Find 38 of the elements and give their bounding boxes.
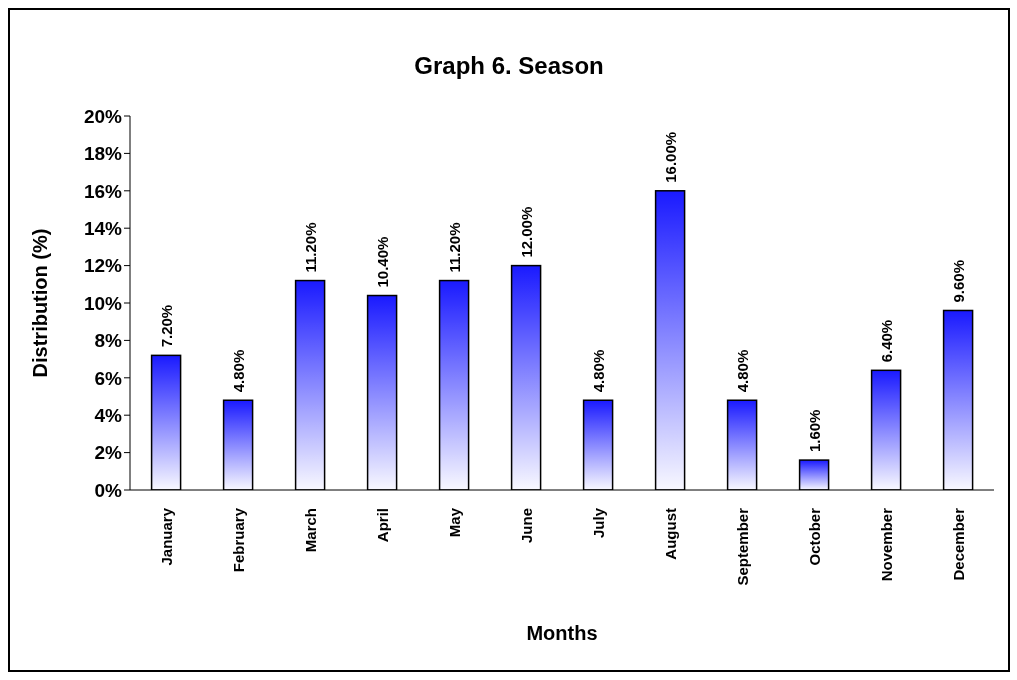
x-tick-label: October [805,507,823,566]
y-tick-label: 4% [94,404,123,426]
x-tick-label: November [877,507,895,582]
y-tick-label: 20% [83,105,123,127]
y-tick-label: 10% [83,292,123,314]
data-label: 6.40% [877,319,895,363]
y-tick-label: 16% [83,180,123,202]
x-tick-label: July [589,507,607,539]
data-label: 4.80% [589,349,607,393]
y-tick-label: 6% [94,367,123,389]
data-label: 10.40% [373,236,391,288]
x-axis-title: Months [526,622,598,644]
x-tick-label: September [733,507,751,586]
data-label: 4.80% [229,349,247,393]
data-label: 9.60% [949,259,967,303]
data-label: 12.00% [517,206,535,258]
y-tick-label: 18% [83,143,123,165]
y-axis-title: Distribution (%) [29,228,52,378]
x-tick-label: February [229,507,247,573]
data-label: 11.20% [301,222,319,273]
x-tick-label: May [445,507,463,538]
y-tick-label: 14% [83,217,123,239]
data-label: 4.80% [733,349,751,393]
y-tick-label: 2% [94,442,123,464]
data-label: 7.20% [157,304,175,348]
data-label: 11.20% [445,222,463,273]
data-label: 1.60% [805,409,823,453]
x-tick-label: January [157,507,175,566]
x-tick-label: March [301,508,319,553]
chart-title: Graph 6. Season [413,52,605,80]
y-tick-label: 8% [94,330,123,352]
x-tick-label: June [517,508,535,544]
y-tick-label: 12% [83,255,123,277]
x-tick-label: April [373,508,391,543]
data-label: 16.00% [661,131,679,183]
x-tick-label: August [661,508,679,560]
y-tick-label: 0% [94,479,123,501]
x-tick-label: December [949,507,967,581]
